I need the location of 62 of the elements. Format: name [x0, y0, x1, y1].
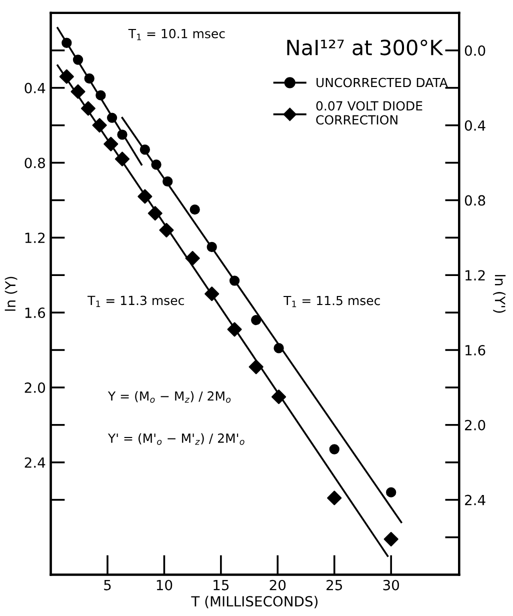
point — [96, 90, 106, 100]
point — [70, 84, 86, 99]
point — [329, 444, 340, 454]
point — [272, 390, 286, 404]
x-tick-label: 20 — [270, 580, 286, 590]
legend-label: UNCORRECTED DATA — [316, 78, 448, 88]
y2-tick-label: 0.0 — [464, 45, 486, 56]
y2-tick-label: 1.6 — [466, 344, 486, 356]
point — [274, 343, 284, 354]
point — [162, 176, 173, 187]
point — [185, 250, 200, 266]
y2-tick-label: 0.8 — [464, 195, 486, 206]
point — [227, 322, 242, 337]
y2-axis-title: ln (Y') — [493, 275, 506, 313]
y-tick-label: 0.8 — [24, 158, 45, 168]
point — [59, 69, 74, 84]
y2-tick-label: 1.2 — [466, 270, 485, 280]
point — [204, 286, 220, 302]
x-tick-label: 30 — [383, 580, 399, 590]
x-axis-title: T (MILLISECONDS) — [191, 596, 318, 608]
point — [251, 314, 262, 326]
point — [190, 204, 200, 215]
annotation: T$_{1}$ = 10.1 msec — [128, 28, 225, 40]
x-tick-label: 15 — [214, 580, 229, 590]
x-tick-label: 5 — [104, 580, 111, 590]
annotation: T$_{1}$ = 11.5 msec — [284, 296, 380, 308]
point — [84, 73, 94, 84]
y-tick-label: 0.4 — [24, 82, 46, 94]
point — [80, 101, 96, 116]
point — [140, 144, 150, 155]
point — [92, 118, 107, 133]
annotation: Y' = (M'$_{o}$ − M'$_{z}$) / 2M'$_{o}$ — [108, 433, 244, 445]
point — [72, 54, 84, 65]
y2-tick-label: 2.4 — [465, 494, 486, 506]
y-tick-label: 2.0 — [24, 382, 46, 393]
point — [106, 112, 118, 123]
point — [206, 242, 217, 252]
point — [386, 487, 396, 498]
point — [384, 532, 398, 546]
legend-label: 0.07 VOLT DIODE CORRECTION — [316, 101, 422, 125]
point — [62, 38, 72, 48]
annotation: T$_{1}$ = 11.3 msec — [88, 296, 184, 308]
y2-tick-label: 2.0 — [465, 420, 486, 430]
point — [159, 222, 174, 238]
y2-tick-label: 0.4 — [464, 120, 486, 131]
y-tick-label: 1.6 — [25, 308, 46, 318]
point — [248, 360, 264, 374]
y-tick-label: 1.2 — [25, 232, 45, 243]
point — [151, 160, 162, 170]
point — [114, 152, 130, 166]
y-tick-label: 2.4 — [24, 457, 46, 468]
point — [104, 136, 118, 152]
point — [148, 206, 162, 221]
annotation: Y = (M$_{o}$ − M$_{z}$) / 2M$_{o}$ — [108, 391, 231, 403]
text: NaI¹²⁷ at 300°K — [287, 40, 444, 56]
point — [229, 276, 240, 286]
point — [138, 189, 152, 204]
x-tick-label: 10 — [156, 580, 172, 590]
y-axis-title: ln (Y) — [4, 276, 18, 311]
x-tick-label: 25 — [326, 580, 342, 590]
point — [327, 490, 342, 506]
point — [117, 130, 128, 140]
